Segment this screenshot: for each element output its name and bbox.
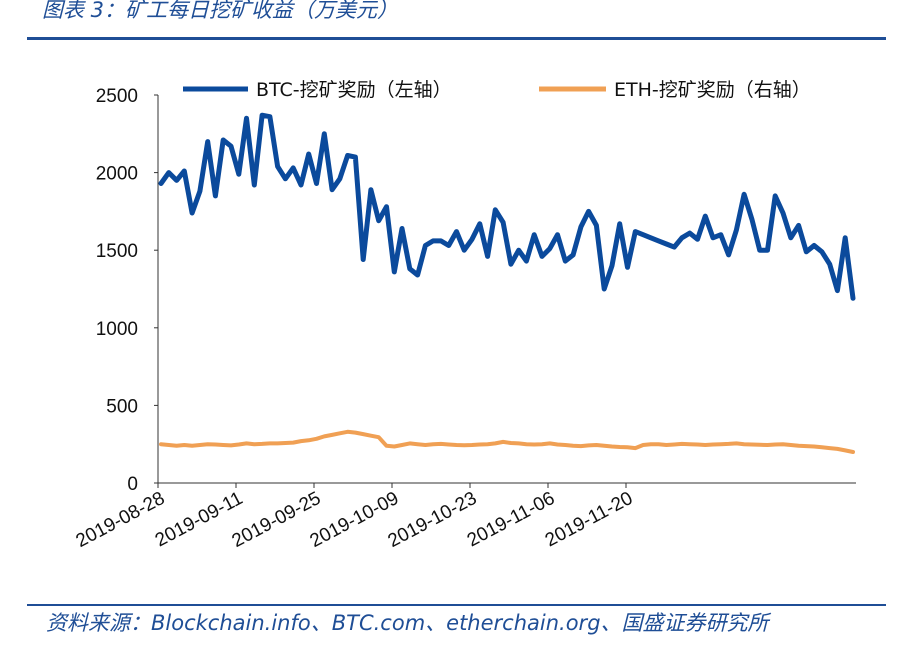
series-line-eth bbox=[159, 429, 855, 454]
line-chart: 0 500 1000 1500 2000 2500 2019-08-282019-09-1… bbox=[73, 79, 856, 552]
series-layer bbox=[158, 112, 856, 454]
y-axis bbox=[154, 94, 159, 484]
x-tick-label: 2019-10-23 bbox=[385, 488, 481, 552]
bottom-divider bbox=[27, 604, 886, 606]
legend-label-btc: BTC-挖矿奖励（左轴） bbox=[256, 79, 452, 101]
y-tick-label: 0 bbox=[127, 474, 138, 495]
x-tick-label: 2019-09-25 bbox=[229, 488, 325, 552]
x-tick-label: 2019-08-28 bbox=[73, 488, 169, 552]
top-divider bbox=[27, 37, 886, 40]
y-tick-label: 2000 bbox=[96, 164, 138, 185]
x-tick-label: 2019-11-20 bbox=[542, 488, 636, 552]
y-tick-label: 2500 bbox=[96, 86, 138, 107]
y-tick-label: 500 bbox=[106, 396, 138, 417]
y-tick-label: 1000 bbox=[96, 319, 138, 340]
y-tick-labels: 0 500 1000 1500 2000 2500 bbox=[96, 86, 138, 495]
legend-label-eth: ETH-挖矿奖励（右轴） bbox=[614, 79, 811, 101]
x-tick-label: 2019-10-09 bbox=[307, 488, 403, 552]
series-line-btc bbox=[158, 112, 856, 301]
y-tick-label: 1500 bbox=[96, 241, 138, 262]
x-axis bbox=[157, 482, 856, 488]
figure-caption: 图表 3：矿工每日挖矿收益（万美元） bbox=[42, 0, 399, 22]
x-tick-label: 2019-11-06 bbox=[464, 488, 558, 552]
legend: BTC-挖矿奖励（左轴） ETH-挖矿奖励（右轴） bbox=[183, 79, 811, 101]
source-note: 资料来源：Blockchain.info、BTC.com、etherchain.… bbox=[46, 611, 769, 635]
x-tick-labels: 2019-08-282019-09-112019-09-252019-10-09… bbox=[73, 488, 637, 552]
